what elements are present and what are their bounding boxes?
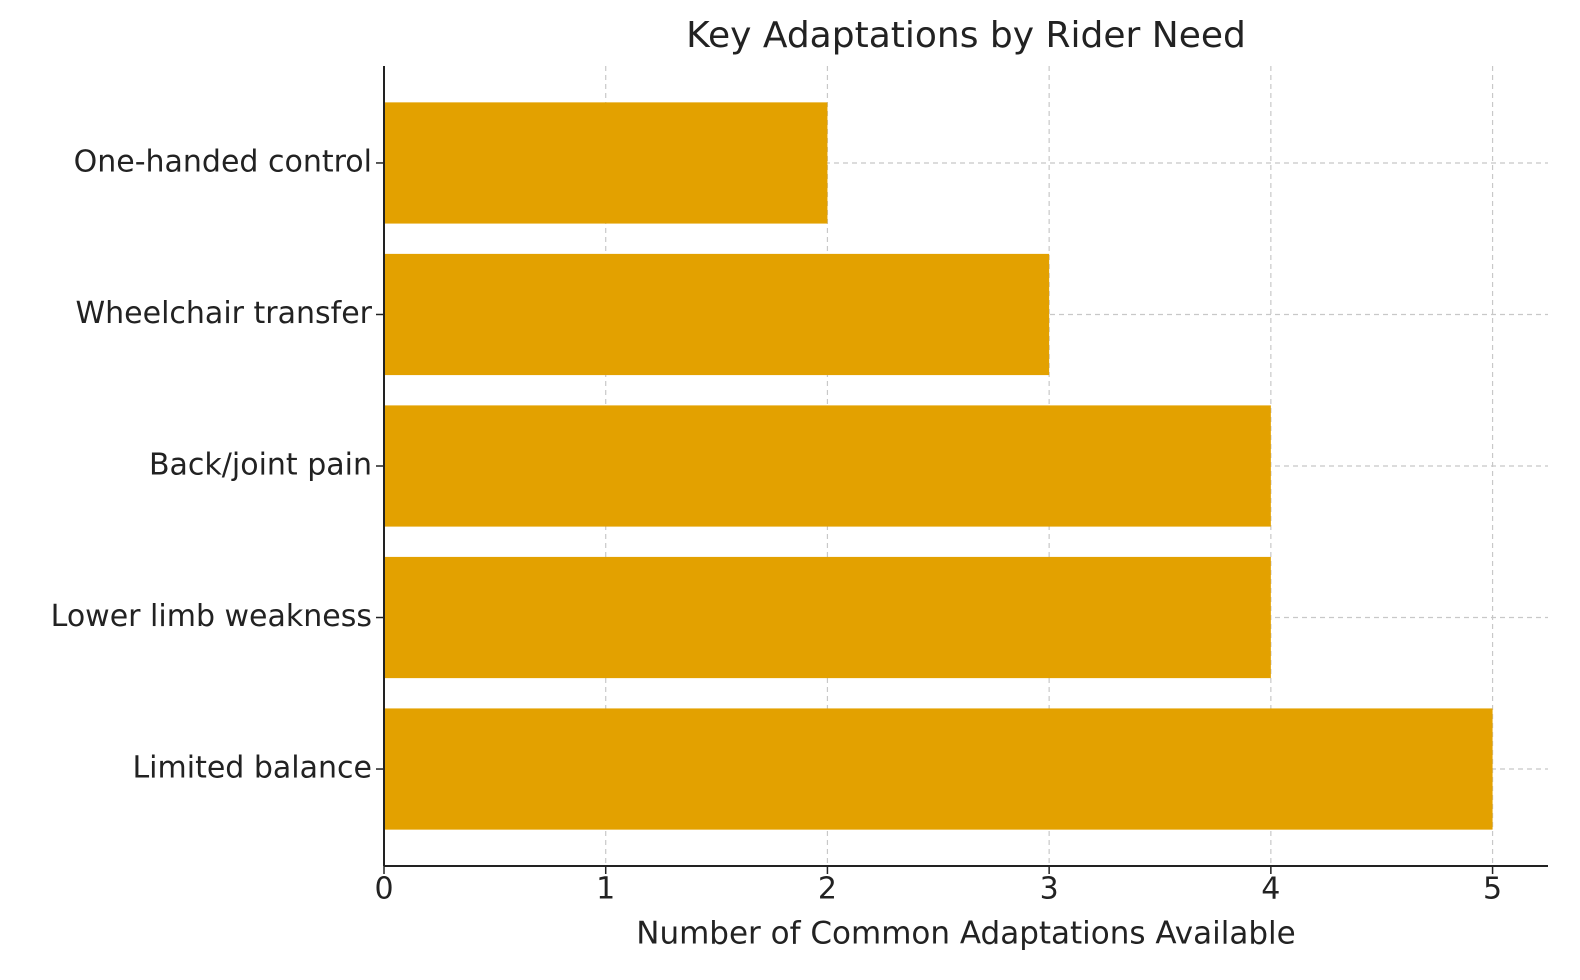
bar <box>384 253 1050 376</box>
y-tick-label: Wheelchair transfer <box>76 296 373 331</box>
x-tick-label: 5 <box>1483 872 1502 907</box>
x-tick-label: 0 <box>374 872 393 907</box>
x-tick-label: 4 <box>1261 872 1280 907</box>
y-tick-label: Lower limb weakness <box>51 599 372 634</box>
y-tick-label: Back/joint pain <box>149 448 372 483</box>
bar <box>384 556 1271 679</box>
x-tick-label: 2 <box>818 872 837 907</box>
bar <box>384 405 1271 527</box>
y-tick-label: Limited balance <box>132 751 372 786</box>
bar <box>384 708 1493 830</box>
x-tick-label: 1 <box>596 872 615 907</box>
y-tick-label: One-handed control <box>74 144 372 179</box>
bar <box>384 102 828 224</box>
x-axis-label: Number of Common Adaptations Available <box>636 916 1295 952</box>
chart-title: Key Adaptations by Rider Need <box>686 15 1246 56</box>
x-tick-label: 3 <box>1040 872 1059 907</box>
